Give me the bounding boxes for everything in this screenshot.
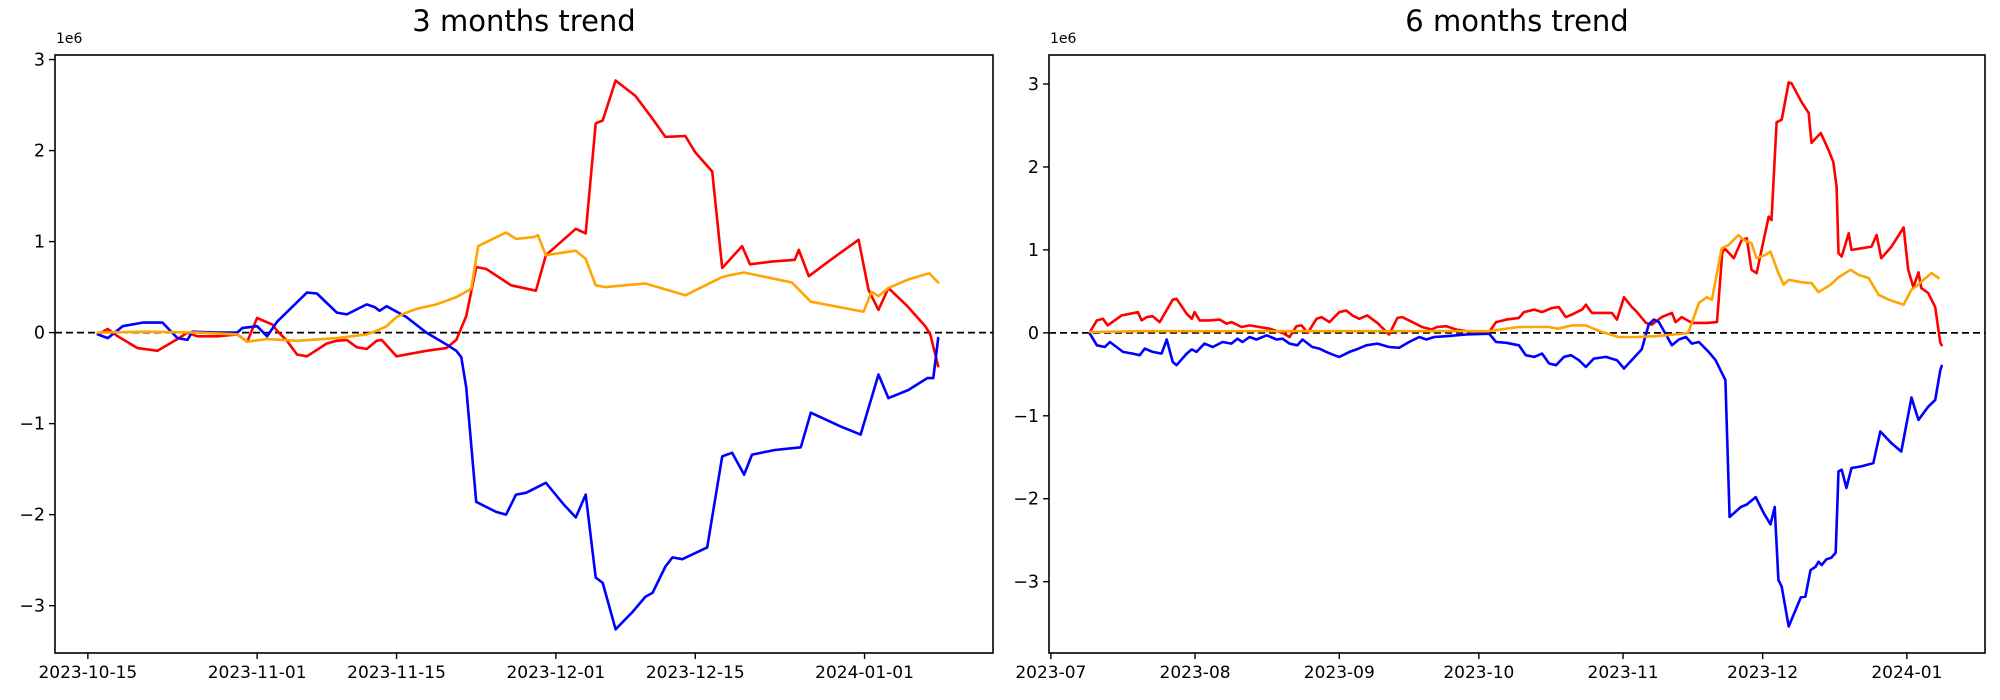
y-tick-label-right-chart: 1 <box>1028 241 1039 261</box>
axes-frame-left-chart <box>54 54 994 654</box>
axes-frame-right-chart <box>1048 54 1986 654</box>
series-blue-line-left-chart <box>96 291 940 631</box>
y-tick-label-right-chart: 0 <box>1028 324 1039 344</box>
x-tick-label-left-chart: 2023-12-01 <box>506 663 605 683</box>
x-tick-label-right-chart: 2023-09 <box>1304 663 1375 683</box>
series-orange-line-right-chart <box>1088 233 1940 339</box>
x-tick-label-right-chart: 2023-08 <box>1160 663 1231 683</box>
y-tick-label-right-chart: −1 <box>1013 407 1039 427</box>
y-tick-label-left-chart: 2 <box>34 142 45 162</box>
y-tick-label-right-chart: 2 <box>1028 158 1039 178</box>
series-red-line-right-chart <box>1088 81 1943 347</box>
chart-title-6-months: 6 months trend <box>1405 4 1629 38</box>
x-tick-label-left-chart: 2023-11-01 <box>208 663 307 683</box>
y-tick-label-left-chart: 0 <box>34 324 45 344</box>
y-tick-label-right-chart: −2 <box>1013 490 1039 510</box>
x-tick-label-right-chart: 2023-11 <box>1588 663 1659 683</box>
series-blue-line-right-chart <box>1088 318 1943 628</box>
y-tick-label-left-chart: −2 <box>19 506 45 526</box>
x-tick-label-left-chart: 2023-12-15 <box>646 663 745 683</box>
y-tick-label-left-chart: 3 <box>34 51 45 71</box>
x-tick-label-right-chart: 2024-01 <box>1871 663 1942 683</box>
x-tick-label-right-chart: 2023-07 <box>1015 663 1086 683</box>
x-tick-label-right-chart: 2023-10 <box>1443 663 1514 683</box>
y-tick-label-left-chart: −1 <box>19 415 45 435</box>
x-tick-label-right-chart: 2023-12 <box>1727 663 1798 683</box>
y-tick-label-right-chart: −3 <box>1013 573 1039 593</box>
x-tick-label-left-chart: 2023-10-15 <box>38 663 137 683</box>
x-tick-label-left-chart: 2023-11-15 <box>347 663 446 683</box>
series-orange-line-left-chart <box>96 231 940 344</box>
series-red-line-left-chart <box>96 79 940 368</box>
y-axis-offset-label-left: 1e6 <box>56 31 83 47</box>
y-tick-label-left-chart: 1 <box>34 233 45 253</box>
chart-title-3-months: 3 months trend <box>412 4 636 38</box>
y-axis-offset-label-right: 1e6 <box>1050 31 1077 47</box>
x-tick-label-left-chart: 2024-01-01 <box>815 663 914 683</box>
y-tick-label-right-chart: 3 <box>1028 75 1039 95</box>
y-tick-label-left-chart: −3 <box>19 597 45 617</box>
